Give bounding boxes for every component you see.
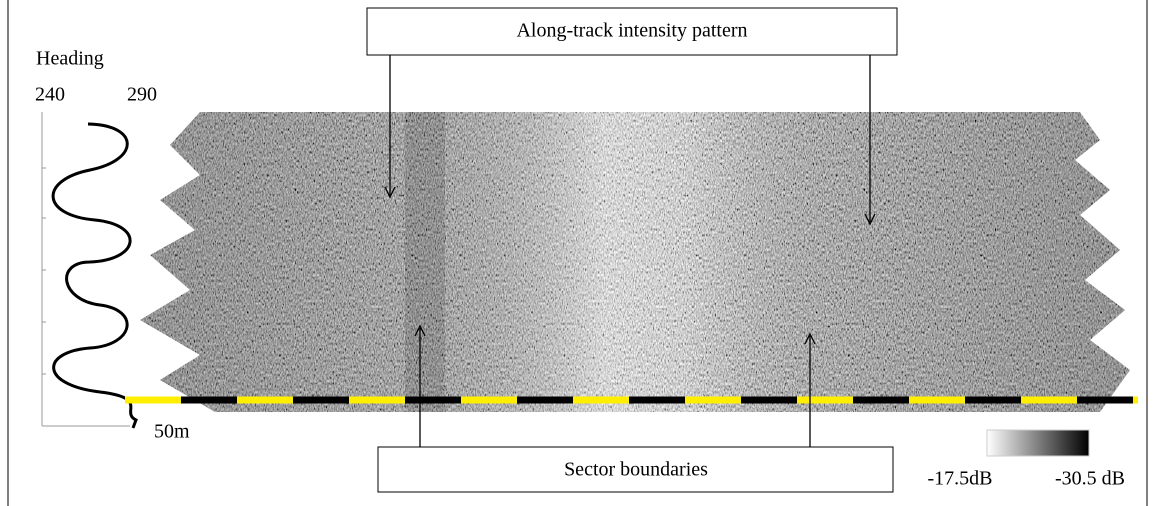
callout-box [366,7,898,56]
callout-text: Sector boundaries [564,459,708,481]
heading-axis [41,112,130,427]
callout-box [377,446,894,493]
colorbar-low: -17.5dB [928,468,993,490]
colorbar-high: -30.5 dB [1055,468,1125,490]
callout-text: Along-track intensity pattern [516,20,747,42]
heading-label: Heading [36,48,104,70]
heading-curve [51,122,138,429]
heading-min: 240 [35,84,65,106]
arrows [384,55,876,447]
colorbar [986,429,1090,457]
frame [7,0,1148,506]
sonar-image [140,112,1130,412]
scale-label: 50m [154,421,190,443]
heading-max: 290 [127,84,157,106]
